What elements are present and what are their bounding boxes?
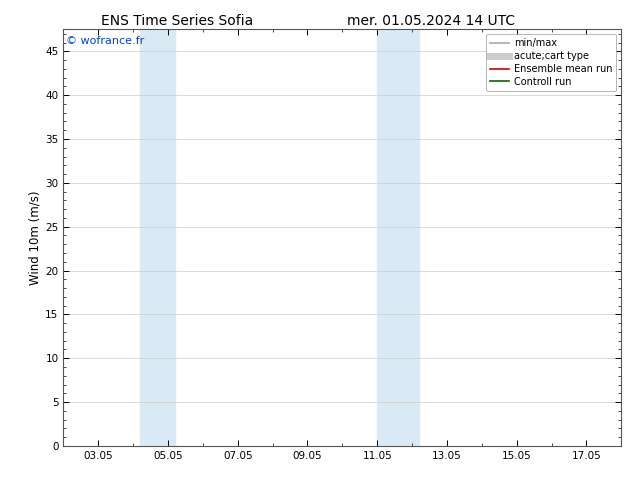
Y-axis label: Wind 10m (m/s): Wind 10m (m/s): [28, 191, 41, 285]
Legend: min/max, acute;cart type, Ensemble mean run, Controll run: min/max, acute;cart type, Ensemble mean …: [486, 34, 616, 91]
Bar: [377, 29, 419, 446]
Text: ENS Time Series Sofia: ENS Time Series Sofia: [101, 14, 254, 28]
Text: mer. 01.05.2024 14 UTC: mer. 01.05.2024 14 UTC: [347, 14, 515, 28]
Text: © wofrance.fr: © wofrance.fr: [66, 36, 145, 46]
Bar: [140, 29, 175, 446]
